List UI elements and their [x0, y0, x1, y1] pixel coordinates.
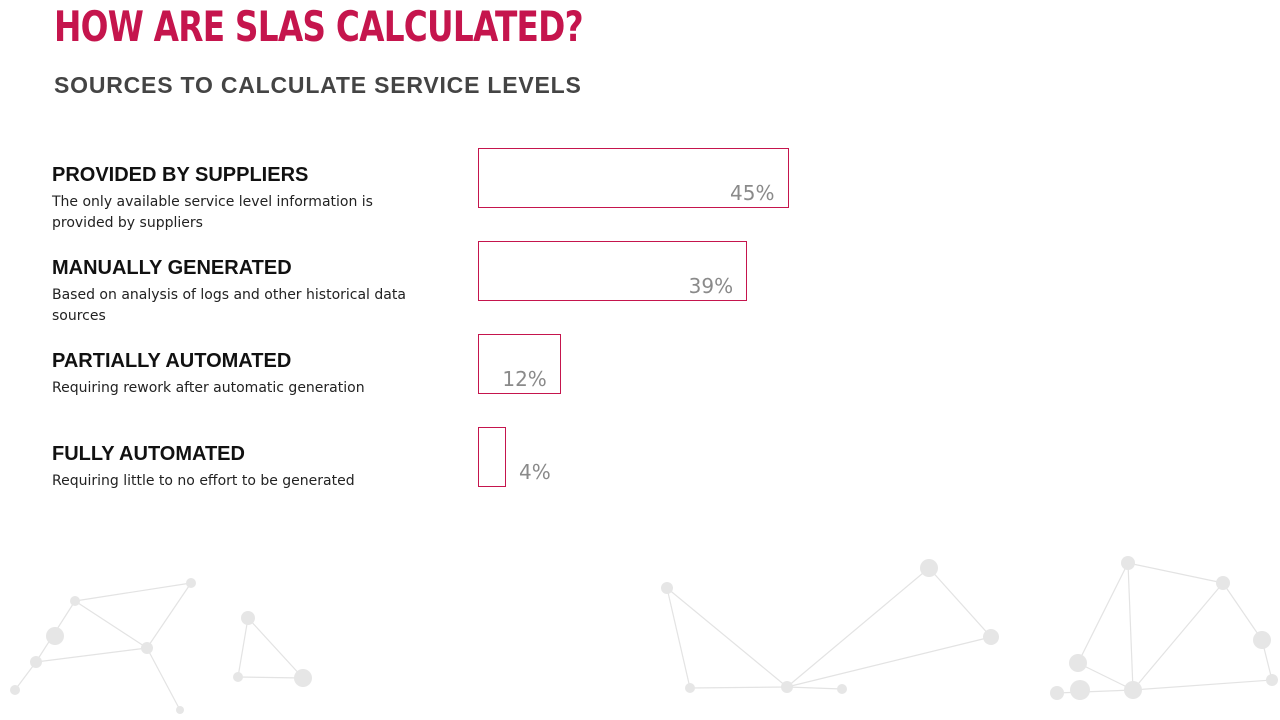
network-node — [176, 706, 184, 714]
network-node — [70, 596, 80, 606]
network-node — [1070, 680, 1090, 700]
network-node — [1216, 576, 1230, 590]
category-label: MANUALLY GENERATED — [52, 257, 292, 279]
network-edge — [1077, 562, 1129, 664]
network-node — [920, 559, 938, 577]
network-node — [233, 672, 243, 682]
bar-value-label: 39% — [688, 274, 734, 298]
network-node — [186, 578, 196, 588]
network-edge — [146, 647, 181, 711]
network-node — [1069, 654, 1087, 672]
network-node — [141, 642, 153, 654]
category-description: Requiring little to no effort to be gene… — [52, 473, 355, 489]
chart-row-manually-generated: MANUALLY GENERATED Based on analysis of … — [52, 241, 1252, 327]
category-label: FULLY AUTOMATED — [52, 443, 245, 465]
category-label: PROVIDED BY SUPPLIERS — [52, 164, 309, 186]
network-node — [837, 684, 847, 694]
bar — [478, 241, 748, 301]
network-edge — [689, 686, 788, 689]
page-title: HOW ARE SLAS CALCULATED? — [54, 2, 584, 51]
network-node — [781, 681, 793, 693]
network-edge — [74, 600, 148, 649]
network-node — [1050, 686, 1064, 700]
network-node — [1124, 681, 1142, 699]
network-edge — [74, 582, 192, 602]
network-edge — [1127, 562, 1224, 584]
network-node — [10, 685, 20, 695]
category-label: PARTIALLY AUTOMATED — [52, 350, 292, 372]
network-edge — [35, 647, 148, 663]
network-node — [1266, 674, 1278, 686]
network-node — [1121, 556, 1135, 570]
network-node — [294, 669, 312, 687]
network-edge — [666, 587, 691, 689]
network-edge — [1127, 562, 1134, 691]
bar-value-label: 12% — [502, 367, 547, 391]
bar — [478, 334, 561, 394]
network-edge — [237, 676, 304, 679]
network-edge — [1056, 689, 1134, 694]
network-node — [983, 629, 999, 645]
network-edge — [1132, 679, 1273, 691]
category-description: The only available service level informa… — [52, 194, 373, 231]
bar — [478, 148, 789, 208]
page-subtitle: SOURCES TO CALCULATE SERVICE LEVELS — [54, 72, 582, 98]
category-description: Requiring rework after automatic generat… — [52, 380, 365, 396]
network-edge — [666, 587, 788, 688]
network-edge — [146, 582, 192, 649]
chart-row-partially-automated: PARTIALLY AUTOMATED Requiring rework aft… — [52, 334, 1252, 420]
chart-row-provided-by-suppliers: PROVIDED BY SUPPLIERS The only available… — [52, 148, 1252, 234]
network-node — [685, 683, 695, 693]
network-edge — [1077, 662, 1134, 691]
network-node — [241, 611, 255, 625]
bar-value-label: 45% — [730, 181, 775, 205]
network-edge — [1132, 582, 1224, 691]
network-edge — [237, 617, 249, 678]
network-node — [46, 627, 64, 645]
network-edge — [928, 567, 992, 638]
bar — [478, 427, 506, 487]
network-edge — [1222, 582, 1263, 641]
chart-row-fully-automated: FULLY AUTOMATED Requiring little to no e… — [52, 427, 1252, 513]
bar-value-label: 4% — [519, 460, 551, 484]
network-node — [1253, 631, 1271, 649]
network-edge — [786, 567, 930, 688]
network-node — [30, 656, 42, 668]
network-edge — [247, 617, 304, 679]
network-node — [661, 582, 673, 594]
network-edge — [786, 636, 992, 688]
network-edge — [786, 686, 843, 690]
category-description: Based on analysis of logs and other hist… — [52, 287, 406, 324]
